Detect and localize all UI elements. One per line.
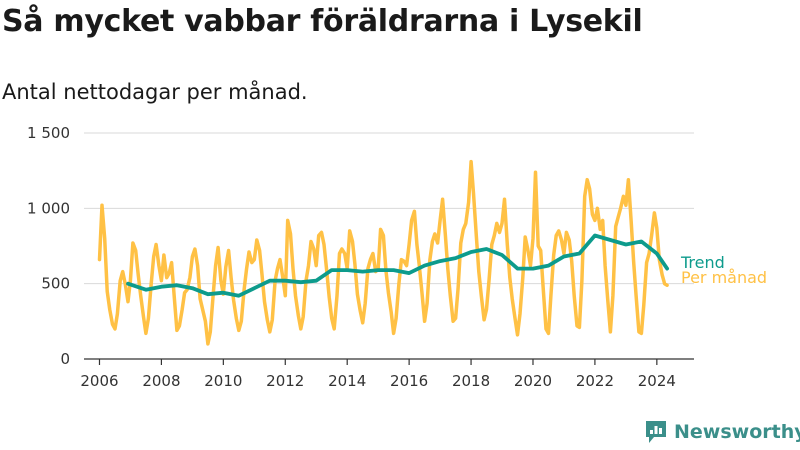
grid-lines bbox=[84, 132, 694, 285]
x-tick-label: 2022 bbox=[576, 372, 614, 390]
chart-subtitle: Antal nettodagar per månad. bbox=[2, 80, 308, 104]
series-line-per-manad bbox=[97, 159, 669, 346]
series-label: Per månad bbox=[681, 268, 767, 287]
x-tick-label: 2020 bbox=[514, 372, 552, 390]
x-tick-label: 2012 bbox=[266, 372, 304, 390]
y-axis-tick-labels: 0 500 1 000 1 500 bbox=[27, 124, 70, 368]
x-tick-label: 2014 bbox=[328, 372, 366, 390]
series-label: Trend bbox=[680, 253, 725, 272]
y-tick-label: 1 500 bbox=[27, 124, 70, 142]
brand-name: Newsworthy bbox=[674, 421, 800, 443]
x-tick-label: 2006 bbox=[80, 372, 118, 390]
x-tick-label: 2024 bbox=[638, 372, 676, 390]
chart-title: Så mycket vabbar föräldrarna i Lysekil bbox=[2, 4, 643, 39]
y-tick-label: 500 bbox=[41, 275, 70, 293]
series-lines bbox=[97, 159, 669, 346]
x-tick-label: 2016 bbox=[390, 372, 428, 390]
y-tick-label: 1 000 bbox=[27, 199, 70, 217]
x-tick-label: 2018 bbox=[452, 372, 490, 390]
x-axis: 2006 2008 2010 2012 2014 2016 2018 2020 2022 2024 bbox=[80, 358, 694, 390]
series-line-trend bbox=[126, 233, 669, 298]
brand-logo-block: Newsworthy bbox=[644, 419, 800, 445]
x-tick-label: 2010 bbox=[204, 372, 242, 390]
newsworthy-logo-icon bbox=[646, 421, 666, 443]
x-tick-label: 2008 bbox=[142, 372, 180, 390]
y-tick-label: 0 bbox=[60, 350, 70, 368]
